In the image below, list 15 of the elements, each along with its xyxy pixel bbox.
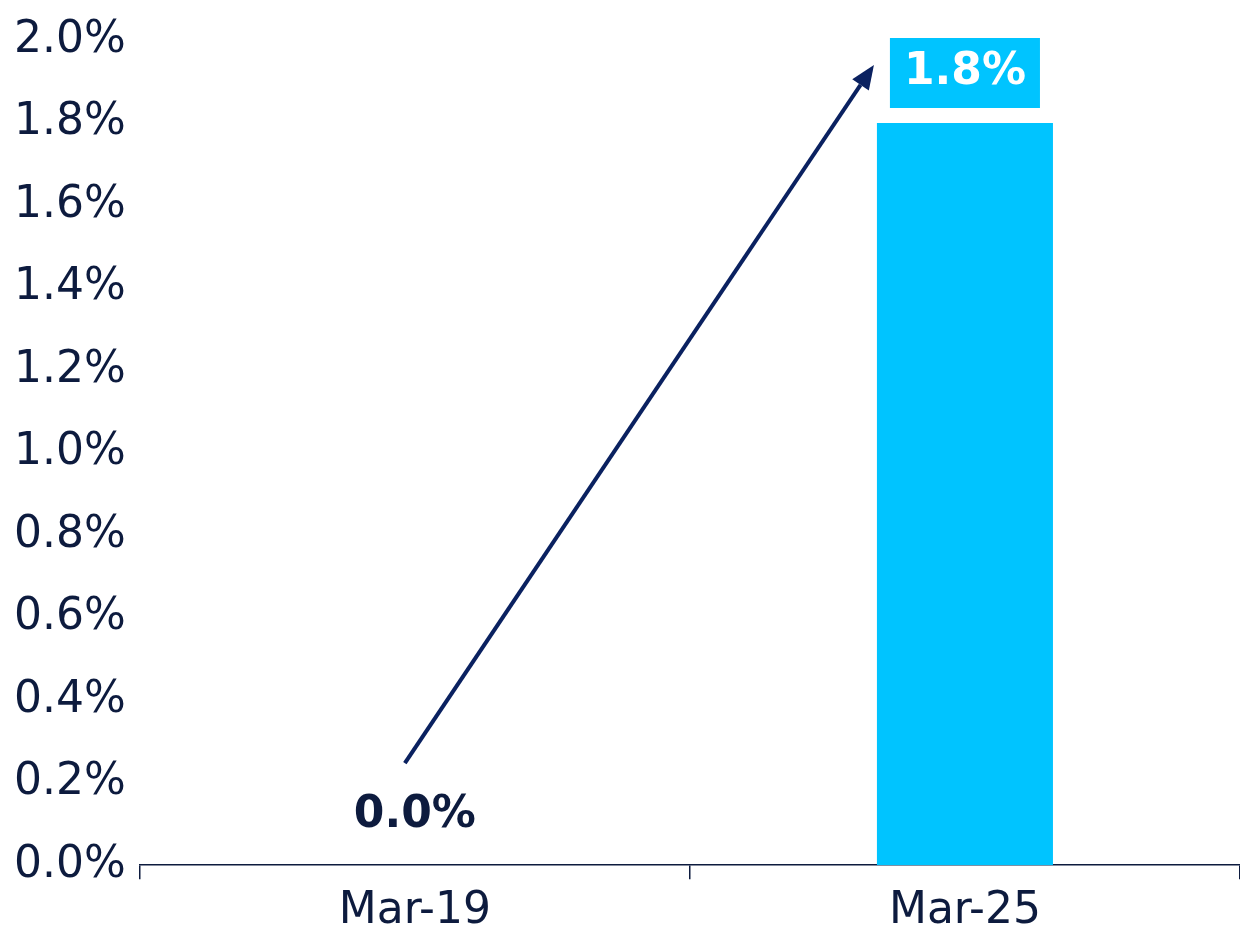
y-tick-label: 1.6% xyxy=(13,175,126,227)
x-tick-label: Mar-25 xyxy=(888,882,1041,934)
data-label: 0.0% xyxy=(353,785,476,837)
x-tick-label: Mar-19 xyxy=(338,882,491,934)
y-tick-label: 2.0% xyxy=(13,10,126,62)
y-tick-label: 1.2% xyxy=(13,340,126,392)
y-tick-label: 1.4% xyxy=(13,258,126,310)
y-tick-label: 0.4% xyxy=(13,670,126,722)
y-tick-label: 0.6% xyxy=(13,588,126,640)
y-tick-label: 1.8% xyxy=(13,93,126,145)
y-tick-label: 1.0% xyxy=(13,423,126,475)
y-tick-label: 0.2% xyxy=(13,753,126,805)
data-label: 1.8% xyxy=(903,43,1026,95)
y-tick-label: 0.0% xyxy=(13,835,126,887)
y-tick-label: 0.8% xyxy=(13,505,126,557)
